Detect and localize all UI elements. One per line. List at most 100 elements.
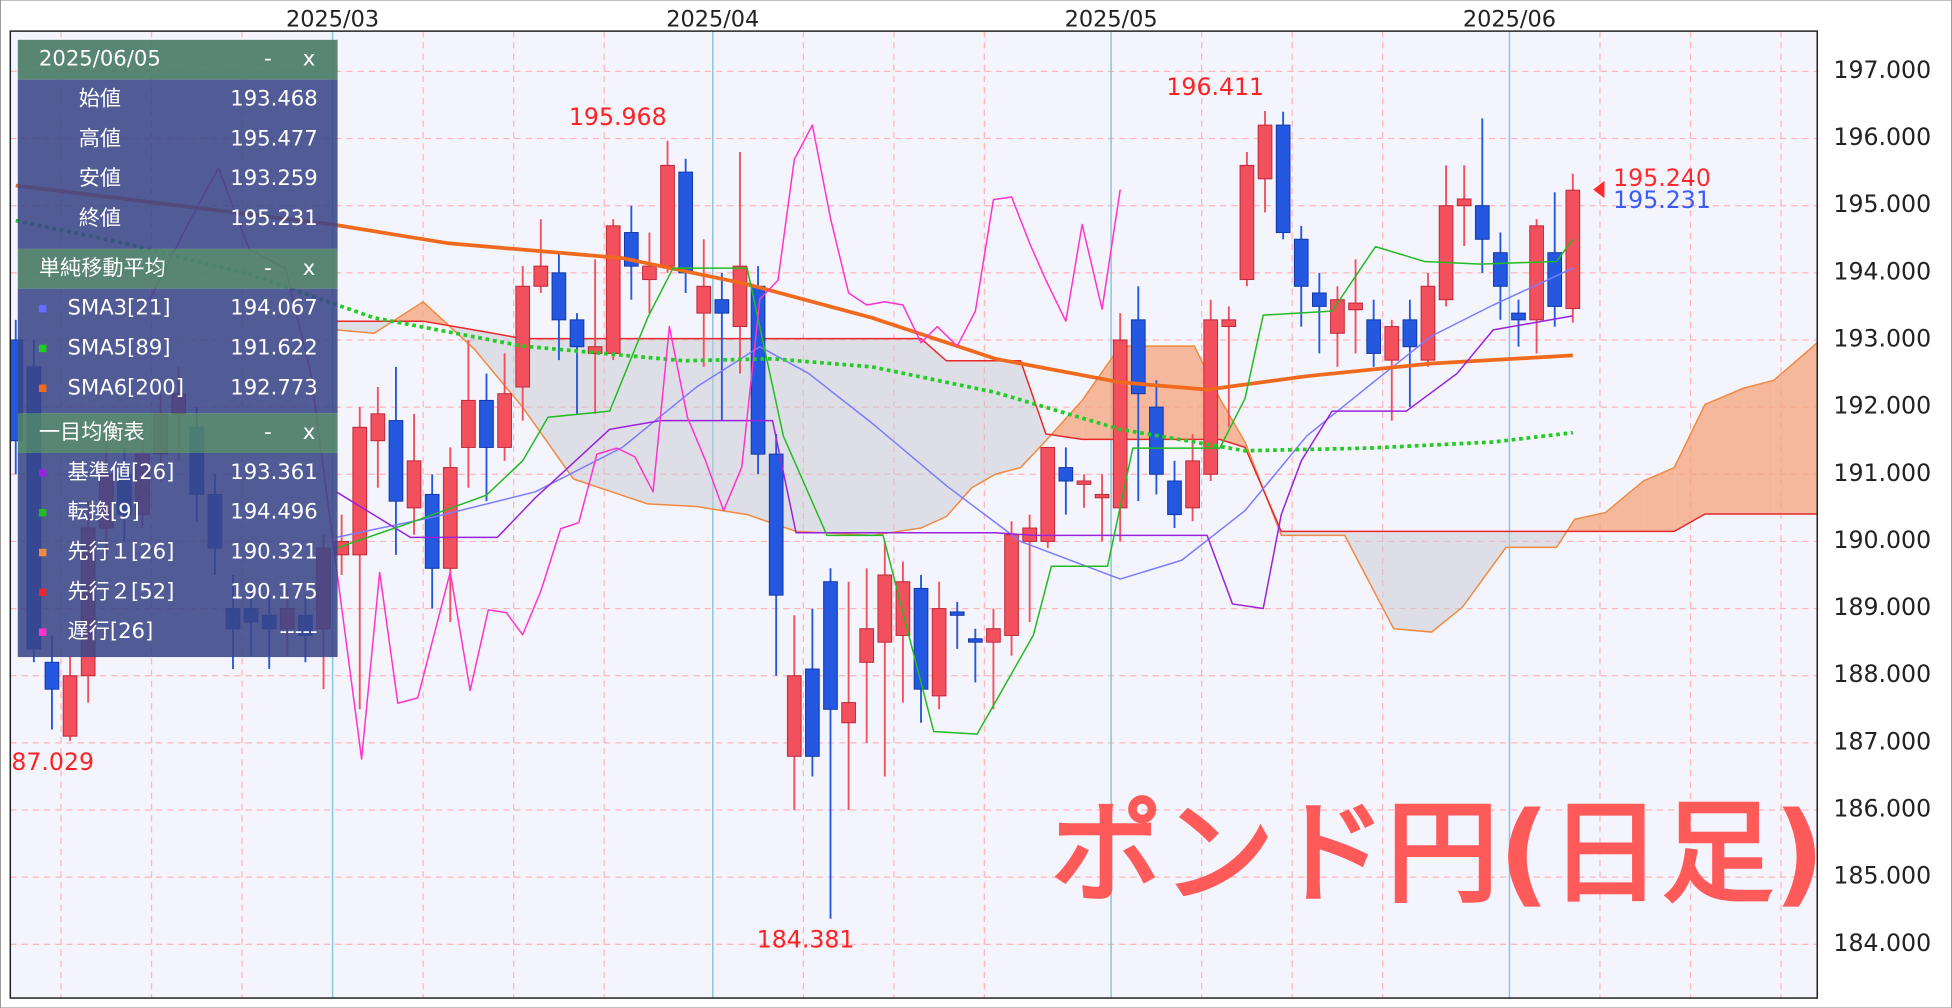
panel-header: [17, 413, 338, 453]
panel-minimize[interactable]: -: [264, 46, 272, 71]
kumo-fill: [872, 338, 922, 536]
ohlc-label: 高値: [79, 125, 121, 150]
candle-body: [714, 299, 730, 314]
candle-body: [841, 702, 856, 724]
candle-body: [1203, 319, 1219, 475]
panel-header: [17, 248, 338, 289]
kumo-fill: [1674, 404, 1705, 532]
kumo-fill: [522, 338, 574, 479]
kumo-fill: [1704, 388, 1744, 514]
legend-label: SMA6[200]: [68, 374, 184, 399]
ohlc-label: 終値: [79, 205, 121, 230]
panel-header: [17, 39, 338, 80]
panel-minimize[interactable]: -: [264, 419, 272, 444]
kumo-fill: [1773, 342, 1818, 514]
chart-title: ポンド円(日足): [1051, 789, 1825, 919]
kumo-fill: [1505, 531, 1557, 548]
candle-body: [949, 611, 965, 616]
candle-body: [913, 587, 929, 690]
price-annotation: 195.968: [569, 103, 667, 131]
candle-body: [986, 628, 1001, 643]
legend-swatch: [38, 384, 47, 392]
candle-body: [1311, 292, 1327, 307]
legend-swatch: [38, 344, 47, 353]
candle-body: [44, 661, 60, 690]
indicator-line: [149, 124, 1121, 760]
candle-body: [1275, 124, 1291, 234]
candle-body: [62, 675, 78, 737]
candle-body: [805, 668, 820, 757]
candle-body: [1040, 446, 1056, 542]
indicator-line: [335, 238, 1574, 735]
candle-body: [895, 581, 911, 636]
candle-body: [967, 638, 983, 643]
legend-value: 190.175: [230, 578, 317, 603]
candle-body: [1130, 319, 1146, 395]
legend-label: 遅行[26]: [68, 618, 154, 643]
kumo-fill: [971, 360, 996, 488]
legend-swatch: [38, 628, 47, 636]
ohlc-value: 193.468: [230, 86, 317, 111]
kumo-fill: [995, 360, 1021, 475]
kumo-fill: [946, 360, 972, 517]
candle-body: [1348, 302, 1363, 311]
panel-close[interactable]: x: [303, 46, 316, 71]
candle-body: [497, 393, 512, 448]
x-tick-label: 2025/06: [1463, 6, 1556, 32]
candle-body: [877, 574, 893, 643]
panel-close[interactable]: x: [303, 419, 316, 444]
kumo-fill: [1082, 346, 1121, 440]
axes: 184.000 185.000 186.000 187.000 188.000 189.0…: [286, 6, 1931, 956]
legend-value: 193.361: [230, 459, 317, 484]
panel-body: [17, 452, 338, 658]
x-tick-label: 2025/04: [666, 6, 759, 32]
indicator-line: [335, 315, 1573, 610]
y-tick-label: 197.000: [1833, 56, 1931, 84]
plot-border: [9, 30, 1818, 999]
panel-minimize[interactable]: -: [264, 255, 272, 280]
last-price-label: 195.240: [1613, 164, 1711, 192]
x-tick-label: 2025/05: [1065, 6, 1158, 32]
indicator-line: [15, 183, 1573, 392]
panel-header-title: 一目均衡表: [39, 419, 145, 444]
panel-close[interactable]: x: [303, 255, 316, 280]
price-annotation: 187.029: [0, 748, 94, 776]
y-tick-label: 188.000: [1833, 660, 1931, 688]
candle-body: [1330, 299, 1345, 334]
legend-value: 192.773: [230, 374, 317, 399]
candle-body: [1239, 164, 1255, 281]
legend-swatch: [38, 508, 47, 517]
info-panel: 2025/06/05 - x 始値 193.468 高値 195.477 安値 193.259 終…: [17, 39, 338, 658]
candle-body: [696, 285, 712, 314]
y-tick-label: 184.000: [1833, 929, 1931, 957]
y-tick-label: 186.000: [1833, 795, 1931, 823]
kumo-fill: [473, 329, 523, 408]
kumo-fill: [573, 338, 648, 504]
legend-label: SMA5[89]: [68, 334, 171, 359]
kumo-fill: [1743, 380, 1774, 514]
candle-body: [551, 272, 567, 321]
candle-body: [786, 675, 802, 757]
candle-body: [1293, 238, 1309, 287]
candle-body: [479, 399, 494, 448]
candle-body: [660, 164, 675, 267]
candle-body: [678, 171, 693, 274]
candle-body: [388, 420, 404, 502]
legend-value: 194.496: [230, 499, 317, 524]
candle-body: [1058, 467, 1074, 482]
candle-body: [823, 581, 838, 710]
candle-body: [1004, 534, 1019, 636]
y-tick-label: 196.000: [1833, 123, 1931, 151]
candle-body: [461, 399, 476, 448]
y-tick-label: 189.000: [1833, 593, 1931, 621]
legend-label: 基準値[26]: [68, 459, 175, 484]
panel-body: [17, 288, 338, 414]
kumo-fill: [1643, 467, 1675, 532]
kumo-fill: [1431, 531, 1463, 633]
last-price-label: 195.231: [1613, 186, 1711, 214]
legend-value: 194.067: [230, 295, 317, 320]
candle-body: [406, 460, 422, 509]
candle-body: [352, 426, 368, 556]
candle-body: [768, 453, 784, 596]
